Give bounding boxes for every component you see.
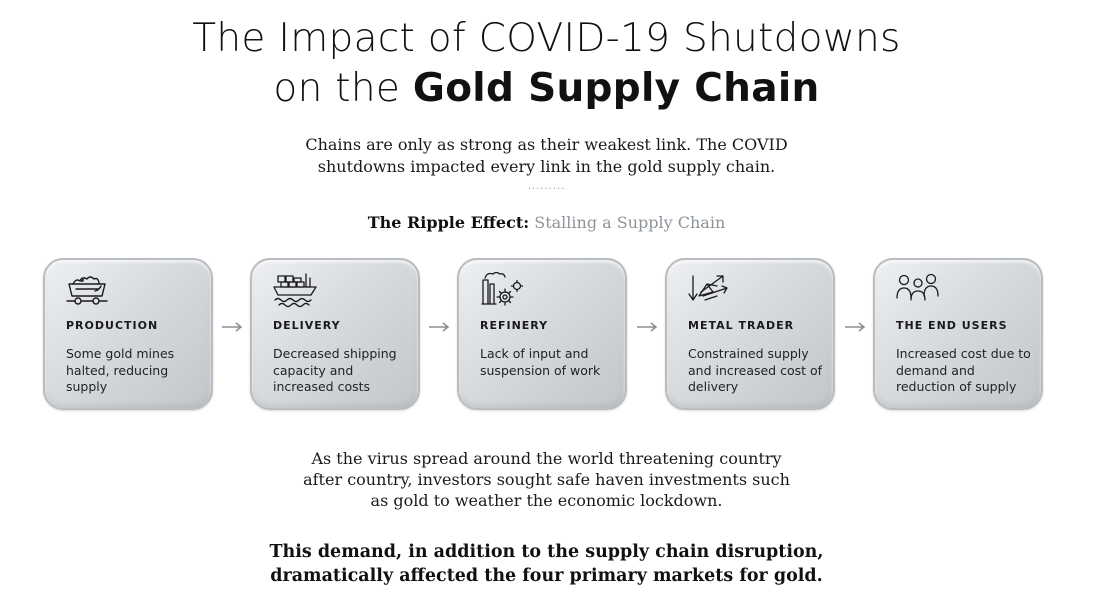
stage-label: THE END USERS: [896, 319, 1008, 332]
refinery-gears-icon: [479, 270, 525, 310]
flow-arrow-icon: [220, 318, 246, 332]
stage-description: Some gold mines halted, reducing supply: [66, 346, 175, 394]
section-heading: The Ripple Effect: Stalling a Supply Cha…: [0, 212, 1093, 234]
title-prefix: on the: [273, 66, 413, 111]
flow-arrow-icon: [635, 318, 661, 332]
page-title: The Impact of COVID-19 Shutdowns on the …: [0, 14, 1093, 114]
stage-card-metal-trader: METAL TRADER Constrained supply and incr…: [665, 258, 835, 410]
subtitle-line-2: shutdowns impacted every link in the gol…: [317, 157, 776, 176]
conclusion: This demand, in addition to the supply c…: [0, 540, 1093, 588]
body-paragraph: As the virus spread around the world thr…: [0, 448, 1093, 511]
subtitle: Chains are only as strong as their weake…: [0, 134, 1093, 178]
cargo-ship-icon: [272, 270, 318, 310]
title-line-1: The Impact of COVID-19 Shutdowns: [192, 16, 901, 61]
subtitle-line-1: Chains are only as strong as their weake…: [305, 135, 788, 154]
stage-label: METAL TRADER: [688, 319, 795, 332]
divider-dots: ·········: [527, 184, 566, 195]
section-heading-light: Stalling a Supply Chain: [529, 213, 726, 232]
mine-cart-icon: [65, 270, 111, 310]
stage-label: PRODUCTION: [66, 319, 159, 332]
people-icon: [895, 270, 941, 310]
stage-card-delivery: DELIVERY Decreased shipping capacity and…: [250, 258, 420, 410]
conclusion-line-1: This demand, in addition to the supply c…: [269, 542, 824, 562]
stage-card-refinery: REFINERY Lack of input and suspension of…: [457, 258, 627, 410]
stage-card-production: PRODUCTION Some gold mines halted, reduc…: [43, 258, 213, 410]
flow-arrow-icon: [427, 318, 453, 332]
stage-description: Increased cost due to demand and reducti…: [896, 346, 1031, 394]
stage-description: Constrained supply and increased cost of…: [688, 346, 823, 394]
body-line-2: after country, investors sought safe hav…: [303, 470, 790, 489]
body-line-3: as gold to weather the economic lockdown…: [370, 491, 723, 510]
section-heading-bold: The Ripple Effect:: [367, 213, 530, 232]
body-line-1: As the virus spread around the world thr…: [311, 449, 782, 468]
flow-arrow-icon: [843, 318, 869, 332]
stage-label: DELIVERY: [273, 319, 341, 332]
title-line-2: on the Gold Supply Chain: [0, 64, 1093, 114]
trade-arrows-icon: [687, 270, 733, 310]
stage-card-end-users: THE END USERS Increased cost due to dema…: [873, 258, 1043, 410]
conclusion-line-2: dramatically affected the four primary m…: [270, 566, 823, 586]
title-bold: Gold Supply Chain: [412, 66, 820, 111]
stage-label: REFINERY: [480, 319, 549, 332]
stage-description: Decreased shipping capacity and increase…: [273, 346, 397, 394]
stage-description: Lack of input and suspension of work: [480, 346, 601, 378]
